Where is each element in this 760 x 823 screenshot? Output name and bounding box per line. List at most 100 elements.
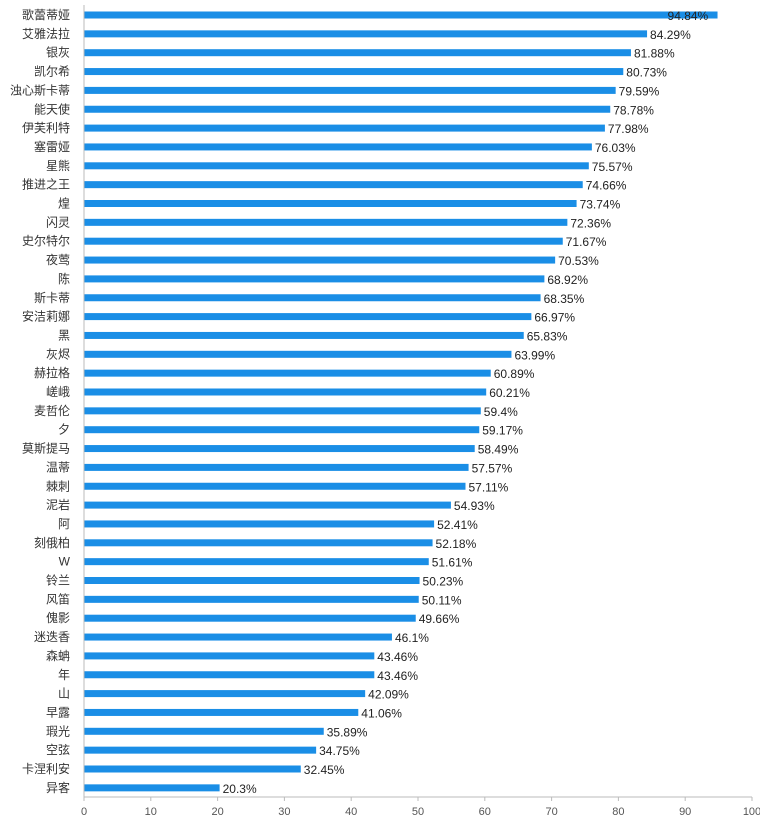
x-tick-label: 50 (412, 806, 424, 818)
value-label: 66.97% (534, 311, 575, 325)
bar-10 (84, 181, 583, 189)
x-tick-label: 80 (612, 806, 624, 818)
bar-27 (84, 501, 451, 509)
category-label: 斯卡蒂 (34, 291, 70, 305)
bar-30 (84, 558, 429, 566)
value-label: 60.21% (489, 386, 530, 400)
category-label: 艾雅法拉 (22, 26, 70, 41)
bar-17 (84, 313, 532, 321)
category-label: 卡涅利安 (22, 761, 70, 776)
value-label: 60.89% (494, 367, 535, 381)
category-label: 泥岩 (46, 497, 70, 512)
value-label: 73.74% (580, 198, 621, 212)
category-labels-group: 歌蕾蒂娅艾雅法拉银灰凯尔希浊心斯卡蒂能天使伊芙利特塞雷娅星熊推进之王煌闪灵史尔特… (10, 7, 71, 795)
value-label: 42.09% (368, 688, 409, 702)
category-label: 刻俄柏 (34, 535, 70, 550)
category-label: 棘刺 (46, 479, 70, 493)
bar-35 (84, 652, 375, 660)
bar-16 (84, 294, 541, 302)
value-label: 32.45% (304, 763, 345, 777)
bar-11 (84, 200, 577, 207)
bar-18 (84, 331, 524, 339)
bar-28 (84, 520, 435, 528)
x-tick-label: 20 (211, 806, 223, 818)
value-label: 65.83% (527, 329, 568, 343)
category-label: 森蚺 (46, 648, 70, 663)
value-label: 79.59% (619, 84, 660, 98)
value-label: 58.49% (478, 443, 519, 457)
x-tick-label: 10 (145, 806, 157, 818)
bar-20 (84, 369, 491, 377)
bar-34 (84, 633, 392, 641)
bar-23 (84, 426, 480, 434)
x-tick-label: 0 (81, 806, 87, 818)
category-label: 空弦 (46, 742, 70, 757)
category-label: W (59, 555, 71, 569)
value-label: 77.98% (608, 122, 649, 136)
value-label: 75.57% (592, 160, 633, 174)
bar-13 (84, 237, 563, 245)
bar-37 (84, 690, 366, 698)
bar-31 (84, 577, 420, 584)
value-label: 54.93% (454, 499, 495, 513)
value-label: 50.11% (422, 593, 462, 607)
value-label: 43.46% (377, 650, 418, 664)
category-label: 灰烬 (46, 347, 70, 361)
bar-39 (84, 727, 324, 735)
category-label: 浊心斯卡蒂 (10, 83, 70, 97)
value-label: 59.17% (482, 424, 523, 438)
category-label: 安洁莉娜 (22, 309, 70, 324)
bar-25 (84, 463, 469, 471)
value-label: 57.57% (472, 461, 513, 475)
value-label: 51.61% (432, 556, 473, 570)
category-label: 年 (58, 668, 70, 682)
bar-6 (84, 105, 611, 113)
value-label: 20.3% (223, 782, 257, 796)
value-label: 35.89% (327, 725, 368, 739)
value-label: 57.11% (468, 480, 508, 494)
value-label: 49.66% (419, 612, 460, 626)
bar-26 (84, 482, 466, 490)
bar-14 (84, 256, 556, 264)
category-label: 山 (58, 687, 70, 701)
x-tick-label: 40 (345, 806, 357, 818)
category-label: 伊芙利特 (22, 120, 70, 135)
bar-2 (84, 30, 648, 38)
category-label: 银灰 (46, 46, 70, 60)
category-label: 凯尔希 (34, 64, 70, 79)
category-label: 黑 (58, 328, 70, 342)
x-tick-label: 70 (545, 806, 557, 818)
value-label: 68.35% (544, 292, 585, 306)
value-label: 41.06% (361, 706, 402, 720)
category-label: 瑕光 (46, 724, 70, 738)
bar-1 (84, 11, 718, 19)
x-axis: 0 10 20 30 40 50 60 70 80 90 100 (81, 5, 760, 818)
bar-7 (84, 124, 605, 132)
category-label: 风笛 (46, 591, 70, 606)
bar-4 (84, 68, 624, 76)
bars-group (84, 11, 718, 792)
value-label: 68.92% (547, 273, 588, 287)
category-label: 塞雷娅 (34, 139, 70, 154)
bar-29 (84, 539, 433, 547)
category-label: 推进之王 (22, 178, 70, 192)
value-labels-group: 94.84% 84.29% 81.88% 80.73% 79.59% 78.78% 77.9… (223, 9, 709, 796)
value-label: 52.41% (437, 518, 478, 532)
category-label: 赫拉格 (34, 365, 70, 380)
value-label: 34.75% (319, 744, 360, 758)
category-label: 史尔特尔 (22, 233, 70, 248)
category-label: 麦哲伦 (34, 403, 70, 418)
bar-5 (84, 86, 616, 94)
value-label: 80.73% (626, 66, 667, 80)
value-label: 72.36% (570, 216, 611, 230)
category-label: 歌蕾蒂娅 (22, 7, 70, 22)
bar-40 (84, 746, 317, 754)
bar-41 (84, 765, 301, 773)
value-label: 43.46% (377, 669, 418, 683)
category-label: 夜莺 (46, 252, 70, 267)
value-label: 74.66% (586, 179, 627, 193)
category-label: 迷迭香 (34, 630, 70, 644)
category-label: 铃兰 (46, 573, 70, 588)
bar-8 (84, 143, 592, 151)
bar-3 (84, 49, 631, 57)
